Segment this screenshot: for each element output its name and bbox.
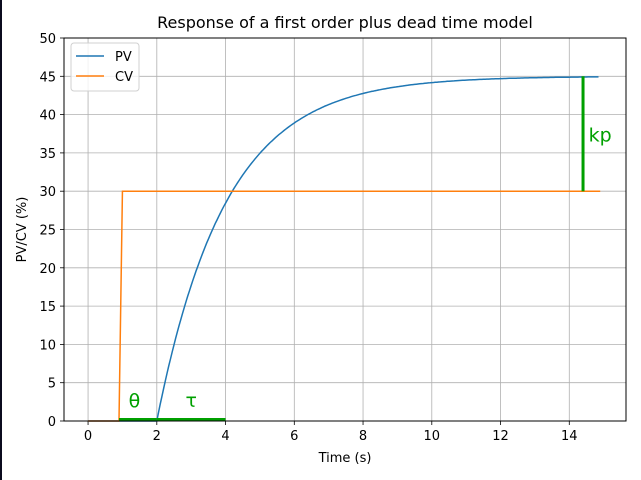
y-tick-label: 40 [39, 109, 56, 124]
window-edge [0, 0, 2, 480]
legend-label-pv: PV [115, 50, 132, 65]
chart-title: Response of a first order plus dead time… [157, 13, 533, 32]
legend-label-cv: CV [115, 70, 133, 85]
x-axis-label: Time (s) [318, 451, 372, 466]
legend-box [70, 42, 140, 92]
axes-frame [63, 37, 627, 422]
x-tick-label: 2 [153, 429, 161, 444]
x-tick-label: 4 [221, 429, 229, 444]
y-tick-label: 45 [39, 70, 56, 85]
x-tick-label: 0 [84, 429, 92, 444]
x-tick-label: 10 [424, 429, 441, 444]
y-tick-label: 50 [39, 32, 56, 47]
y-tick-label: 10 [39, 338, 56, 353]
annotation-theta: θ [129, 390, 141, 412]
y-tick-label: 25 [39, 224, 56, 239]
y-tick-label: 0 [48, 415, 56, 430]
y-tick-label: 35 [39, 147, 56, 162]
annotation-kp: kp [589, 124, 612, 146]
y-axis-label: PV/CV (%) [15, 197, 30, 263]
y-tick-label: 20 [39, 262, 56, 277]
x-tick-label: 8 [359, 429, 367, 444]
y-tick-label: 30 [39, 185, 56, 200]
y-tick-label: 5 [48, 377, 56, 392]
pv-line [88, 76, 599, 422]
annotation-tau: τ [185, 390, 196, 412]
x-tick-label: 6 [290, 429, 298, 444]
x-tick-label: 14 [561, 429, 578, 444]
x-tick-label: 12 [492, 429, 509, 444]
y-tick-label: 15 [39, 300, 56, 315]
